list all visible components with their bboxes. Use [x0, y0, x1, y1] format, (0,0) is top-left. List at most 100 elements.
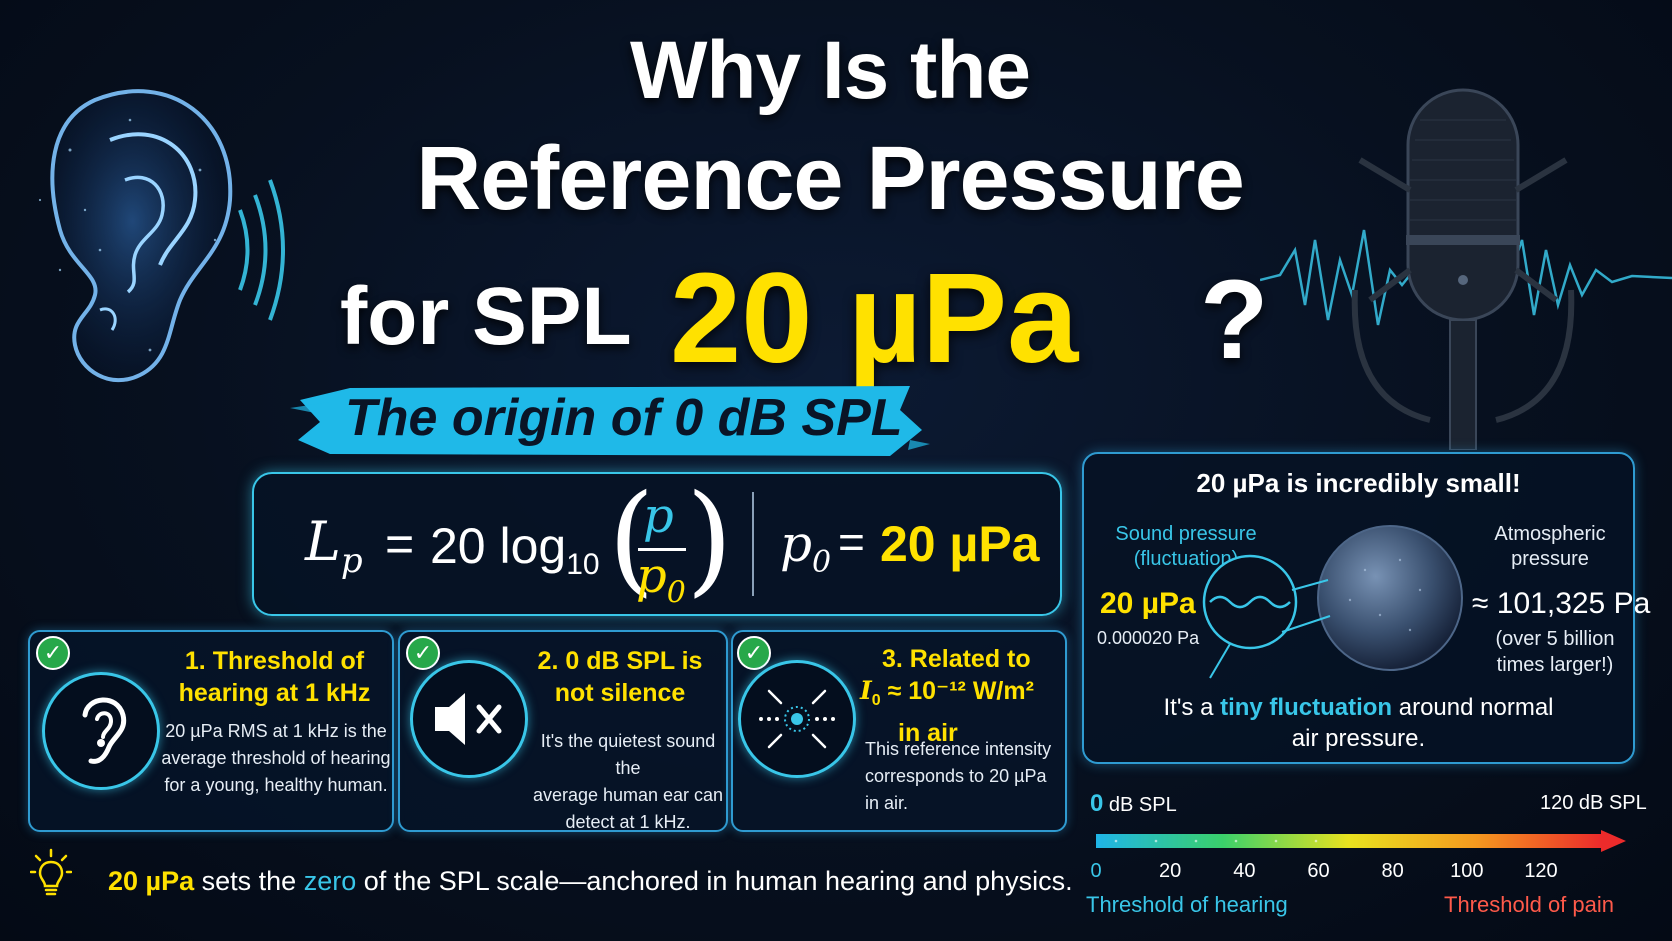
card-2-body-line: It's the quietest sound the	[540, 731, 716, 778]
sound-pressure-pascal: 0.000020 Pa	[1097, 628, 1200, 648]
card-3-body-line: corresponds to 20 µPa	[865, 766, 1047, 786]
scale-tick-label: 60	[1307, 860, 1330, 882]
card-2-title-line-1: 2. 0 dB SPL is	[537, 647, 703, 675]
scale-tick-label: 0	[1090, 860, 1102, 882]
scale-tick-label: 40	[1233, 860, 1256, 882]
microphone-illustration	[1260, 88, 1672, 450]
pressure-comparison-graphic	[1202, 525, 1463, 679]
atmospheric-pressure-note-line: times larger!)	[1496, 654, 1614, 676]
footer-text: sets the	[194, 866, 304, 896]
title-line-3-text: for SPL	[340, 271, 632, 362]
scale-left-value: 0	[1090, 790, 1104, 817]
footer-value: 20 µPa	[108, 866, 195, 896]
card-1-title: 1. Threshold of hearing at 1 kHz	[162, 645, 387, 709]
formula-right-paren: )	[686, 470, 733, 609]
scale-tick-label: 100	[1450, 860, 1484, 882]
card-3-body-line: This reference intensity	[865, 739, 1052, 759]
footer-text-end: of the SPL scale—anchored in human heari…	[356, 866, 1073, 896]
formula-numerator: p	[643, 488, 674, 544]
threshold-of-hearing-caption: Threshold of hearing	[1086, 892, 1288, 917]
scale-left-unit: dB SPL	[1103, 794, 1177, 816]
sound-pressure-label-line: (fluctuation)	[1133, 548, 1239, 570]
comparison-note: It's a tiny fluctuation around normal ai…	[1082, 692, 1635, 754]
check-icon: ✓	[406, 636, 440, 670]
threshold-of-pain-caption: Threshold of pain	[1444, 892, 1614, 917]
card-1-title-line-1: 1. Threshold of	[184, 647, 365, 675]
formula-box	[252, 472, 1062, 616]
footer-zero: zero	[303, 866, 357, 896]
formula-lp-sub: p	[340, 540, 363, 581]
formula-coefficient: 20 log10	[430, 517, 600, 582]
formula-lp: Lp	[305, 510, 363, 581]
intensity-point-icon	[738, 660, 856, 778]
scale-right-label: 120 dB SPL	[1540, 792, 1647, 814]
formula-fraction-bar	[638, 548, 686, 551]
title-question-mark: ?	[1200, 257, 1269, 382]
scale-tick-label: 80	[1381, 860, 1404, 882]
scale-tick-label: 120	[1524, 860, 1558, 882]
comparison-note-text: It's a	[1163, 694, 1221, 721]
formula-ref-value: 20 µPa	[880, 516, 1040, 572]
formula-lp-symbol: L	[305, 510, 341, 573]
lightbulb-icon	[30, 848, 72, 896]
formula-denominator-symbol: p	[636, 548, 667, 604]
formula-equals: =	[385, 516, 415, 572]
card-1-body-line: 20 µPa RMS at 1 kHz is the	[165, 721, 387, 741]
formula-equals-2: =	[838, 516, 865, 568]
ear-icon	[42, 672, 160, 790]
muted-speaker-icon	[410, 660, 528, 778]
atmospheric-pressure-value: ≈ 101,325 Pa	[1472, 587, 1651, 620]
scale-tick-label: 20	[1159, 860, 1182, 882]
atmospheric-pressure-note-line: (over 5 billion	[1495, 628, 1615, 650]
formula-left-paren: (	[608, 470, 655, 609]
check-icon: ✓	[737, 636, 771, 670]
card-2-title-line-2: not silence	[554, 679, 686, 707]
card-3-body-line: in air.	[865, 793, 909, 813]
atmospheric-pressure-label: Atmospheric pressure	[1470, 522, 1630, 572]
ear-illustration	[38, 89, 285, 383]
title-line-2: Reference Pressure	[416, 129, 1245, 229]
card-1-body: 20 µPa RMS at 1 kHz is the average thres…	[160, 718, 392, 799]
card-1-title-line-2: hearing at 1 kHz	[178, 679, 371, 707]
check-icon: ✓	[36, 636, 70, 670]
card-3-body: This reference intensity corresponds to …	[865, 736, 1065, 817]
card-3-title-rest: ≈ 10⁻¹² W/m²	[887, 677, 1034, 705]
banner-brush-stroke	[290, 386, 930, 456]
card-2-title: 2. 0 dB SPL is not silence	[520, 645, 720, 709]
title-highlight: 20 µPa	[670, 247, 1079, 390]
formula-denominator: p0	[636, 548, 686, 611]
sound-pressure-value: 20 µPa	[1100, 587, 1196, 620]
footer-summary: 20 µPa sets the zero of the SPL scale—an…	[108, 866, 1073, 897]
banner-text: The origin of 0 dB SPL	[345, 389, 903, 447]
comparison-note-line-2: air pressure.	[1291, 725, 1426, 752]
formula-ref-symbol: p0	[780, 515, 831, 580]
card-2-body-line: average human ear can	[532, 785, 724, 805]
formula-denominator-sub: 0	[666, 575, 686, 611]
atmospheric-pressure-note: (over 5 billion times larger!)	[1480, 626, 1630, 678]
card-1-body-line: for a young, healthy human.	[164, 775, 388, 795]
card-3-title-line-1: 3. Related to	[882, 645, 1031, 673]
scale-left-label: 0 dB SPL	[1090, 790, 1177, 818]
card-1-body-line: average threshold of hearing	[161, 748, 391, 768]
comparison-title: 20 µPa is incredibly small!	[1196, 468, 1521, 498]
title-line-1: Why Is the	[629, 25, 1031, 116]
card-2-body: It's the quietest sound the average huma…	[528, 728, 728, 836]
formula-separator	[752, 492, 754, 596]
atmospheric-pressure-label-line: pressure	[1511, 548, 1589, 570]
sound-pressure-label: Sound pressure (fluctuation)	[1096, 522, 1276, 572]
formula-log-base: 10	[566, 548, 600, 581]
formula-ref-sub: 0	[812, 545, 832, 580]
comparison-note-text-end: around normal	[1392, 694, 1554, 721]
sound-pressure-label-line: Sound pressure	[1115, 523, 1257, 545]
card-3-title-sub: 0	[871, 692, 881, 709]
title-line-3: for SPL 20 µPa ?	[340, 245, 1340, 390]
atmospheric-pressure-label-line: Atmospheric	[1494, 523, 1606, 545]
card-3-title-line-3: in air	[898, 719, 958, 747]
card-3-title-line-2: I0 ≈ 10⁻¹² W/m²	[860, 675, 1065, 717]
formula-ref-p: p	[780, 515, 813, 573]
card-3-title-symbol: I	[860, 676, 872, 705]
formula-coef-text: 20 log	[430, 518, 567, 574]
card-2-body-line: detect at 1 kHz.	[565, 812, 691, 832]
spl-gradient-scale	[1096, 830, 1626, 852]
comparison-note-highlight: tiny fluctuation	[1220, 694, 1393, 721]
